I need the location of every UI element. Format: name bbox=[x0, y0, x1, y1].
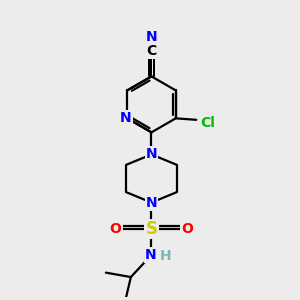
Text: O: O bbox=[110, 222, 122, 236]
Text: N: N bbox=[145, 248, 157, 262]
Text: H: H bbox=[160, 249, 171, 262]
Text: O: O bbox=[182, 222, 193, 236]
Text: N: N bbox=[120, 111, 132, 125]
Text: C: C bbox=[146, 44, 157, 58]
Text: N: N bbox=[146, 147, 157, 161]
Text: N: N bbox=[146, 30, 157, 44]
Text: S: S bbox=[146, 220, 158, 238]
Text: Cl: Cl bbox=[200, 116, 214, 130]
Text: N: N bbox=[146, 196, 157, 210]
